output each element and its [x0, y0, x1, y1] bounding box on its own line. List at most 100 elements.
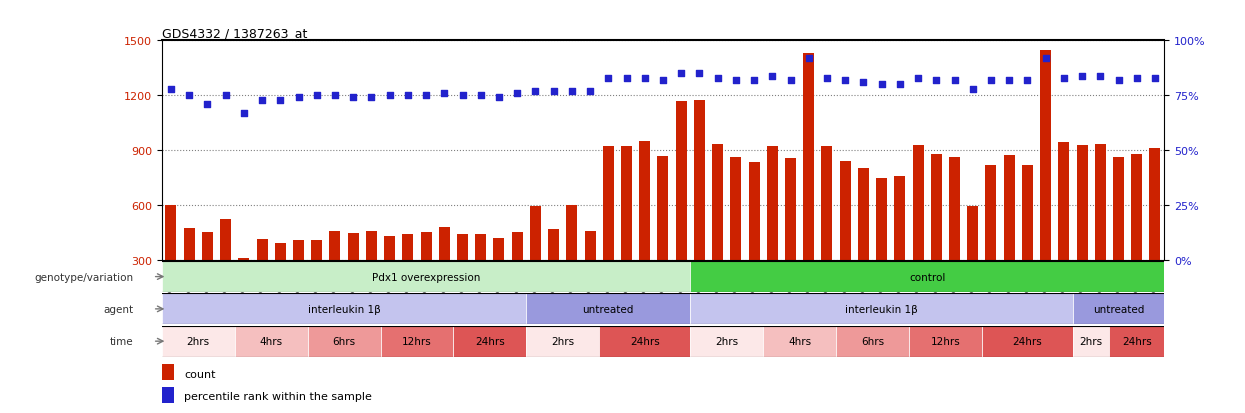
- Text: 2hrs: 2hrs: [1079, 336, 1103, 347]
- Point: [981, 77, 1001, 84]
- Bar: [1073, 294, 1164, 325]
- Bar: [748, 163, 759, 260]
- Point: [289, 95, 309, 102]
- Text: 4hrs: 4hrs: [260, 336, 283, 347]
- Text: untreated: untreated: [583, 304, 634, 314]
- Bar: [1113, 157, 1124, 260]
- Bar: [527, 294, 690, 325]
- Point: [817, 75, 837, 82]
- Bar: [693, 101, 705, 260]
- Bar: [839, 161, 850, 260]
- Point: [198, 102, 218, 108]
- Bar: [803, 54, 814, 260]
- Bar: [1073, 326, 1109, 357]
- Point: [835, 77, 855, 84]
- Point: [234, 110, 254, 117]
- Bar: [453, 326, 527, 357]
- Bar: [162, 387, 174, 403]
- Bar: [931, 154, 941, 260]
- Bar: [786, 159, 796, 260]
- Point: [398, 93, 418, 99]
- Point: [726, 77, 746, 84]
- Point: [325, 93, 345, 99]
- Bar: [676, 102, 687, 260]
- Point: [1127, 75, 1147, 82]
- Text: untreated: untreated: [1093, 304, 1144, 314]
- Point: [1108, 77, 1128, 84]
- Text: 24hrs: 24hrs: [1012, 336, 1042, 347]
- Bar: [690, 294, 1073, 325]
- Bar: [837, 326, 909, 357]
- Text: 24hrs: 24hrs: [630, 336, 660, 347]
- Point: [890, 82, 910, 88]
- Point: [1036, 55, 1056, 62]
- Bar: [308, 326, 381, 357]
- Point: [525, 88, 545, 95]
- Point: [561, 88, 581, 95]
- Point: [306, 93, 326, 99]
- Text: 6hrs: 6hrs: [862, 336, 884, 347]
- Text: 2hrs: 2hrs: [187, 336, 210, 347]
- Point: [671, 71, 691, 77]
- Text: count: count: [184, 369, 215, 379]
- Point: [854, 80, 874, 86]
- Text: time: time: [110, 336, 133, 347]
- Bar: [1149, 149, 1160, 260]
- Point: [908, 75, 928, 82]
- Bar: [530, 206, 540, 260]
- Point: [251, 97, 271, 104]
- Bar: [220, 219, 232, 260]
- Text: interleukin 1β: interleukin 1β: [845, 304, 918, 314]
- Bar: [330, 232, 340, 260]
- Point: [962, 86, 982, 93]
- Point: [690, 71, 710, 77]
- Bar: [1022, 165, 1033, 260]
- Point: [945, 77, 965, 84]
- Point: [1091, 73, 1111, 80]
- Point: [270, 97, 290, 104]
- Point: [1017, 77, 1037, 84]
- Point: [762, 73, 782, 80]
- Bar: [162, 261, 690, 292]
- Bar: [162, 326, 235, 357]
- Bar: [1132, 154, 1142, 260]
- Text: 24hrs: 24hrs: [476, 336, 504, 347]
- Bar: [1040, 51, 1051, 260]
- Point: [1145, 75, 1165, 82]
- Bar: [1109, 326, 1164, 357]
- Point: [1000, 77, 1020, 84]
- Text: 2hrs: 2hrs: [552, 336, 574, 347]
- Text: 6hrs: 6hrs: [332, 336, 356, 347]
- Bar: [1058, 142, 1069, 260]
- Point: [380, 93, 400, 99]
- Bar: [986, 165, 996, 260]
- Bar: [967, 206, 979, 260]
- Point: [1072, 73, 1092, 80]
- Point: [745, 77, 764, 84]
- Point: [435, 90, 454, 97]
- Bar: [381, 326, 453, 357]
- Point: [161, 86, 181, 93]
- Bar: [293, 240, 304, 260]
- Text: interleukin 1β: interleukin 1β: [308, 304, 381, 314]
- Text: control: control: [909, 272, 945, 282]
- Bar: [731, 157, 741, 260]
- Point: [616, 75, 636, 82]
- Bar: [162, 294, 527, 325]
- Bar: [166, 205, 177, 260]
- Bar: [913, 145, 924, 260]
- Bar: [493, 238, 504, 260]
- Bar: [238, 259, 249, 260]
- Bar: [767, 147, 778, 260]
- Bar: [657, 156, 669, 260]
- Point: [179, 93, 199, 99]
- Bar: [1003, 155, 1015, 260]
- Bar: [385, 237, 395, 260]
- Point: [926, 77, 946, 84]
- Bar: [1094, 145, 1106, 260]
- Bar: [457, 235, 468, 260]
- Point: [344, 95, 364, 102]
- Bar: [712, 145, 723, 260]
- Bar: [763, 326, 837, 357]
- Bar: [202, 233, 213, 260]
